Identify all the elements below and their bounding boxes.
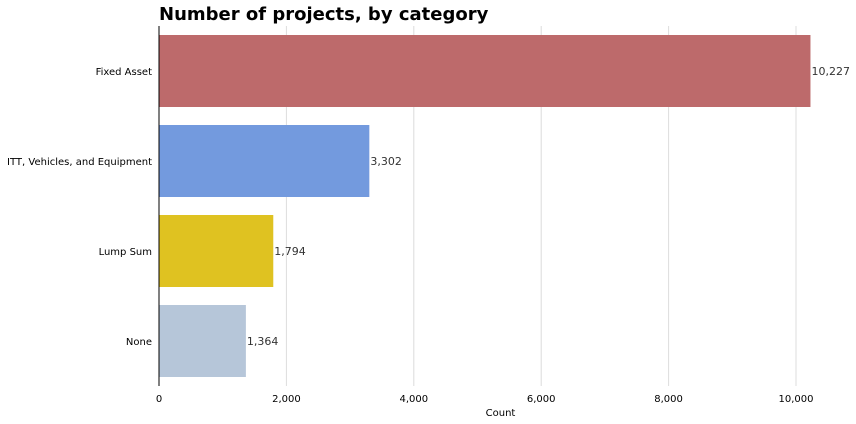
x-tick-label: 8,000: [654, 394, 683, 405]
x-tick-label: 6,000: [527, 394, 556, 405]
bar: [159, 305, 246, 377]
bar: [159, 35, 811, 107]
x-tick-label: 10,000: [779, 394, 814, 405]
data-labels: 10,227 3,302 1,794 1,364: [247, 65, 850, 348]
x-axis-title: Count: [486, 408, 516, 419]
x-tick-label: 2,000: [272, 394, 301, 405]
x-tick-label: 0: [156, 394, 162, 405]
x-tick-labels: 0 2,000 4,000 6,000 8,000 10,000: [156, 394, 814, 405]
category-label: None: [126, 337, 152, 348]
bar: [159, 215, 274, 287]
bar: [159, 125, 370, 197]
bars: [159, 35, 811, 377]
category-labels: Fixed Asset ITT, Vehicles, and Equipment L…: [7, 67, 152, 348]
category-label: ITT, Vehicles, and Equipment: [7, 157, 152, 168]
chart-title: Number of projects, by category: [159, 4, 489, 25]
data-label: 3,302: [370, 155, 402, 168]
gridlines: [285, 26, 797, 386]
data-label: 1,794: [274, 245, 306, 258]
x-tick-label: 4,000: [399, 394, 428, 405]
category-label: Fixed Asset: [96, 67, 153, 78]
data-label: 10,227: [811, 65, 850, 78]
data-label: 1,364: [247, 335, 278, 348]
category-label: Lump Sum: [99, 247, 152, 258]
